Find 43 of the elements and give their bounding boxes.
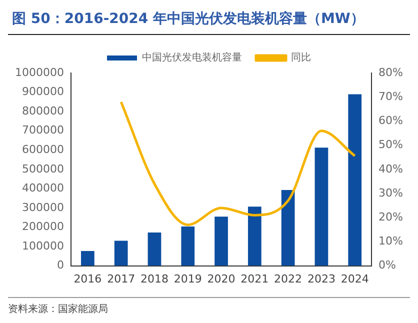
y-tick-label: 300000 xyxy=(22,200,64,214)
x-tick-label: 2017 xyxy=(107,272,136,286)
x-tick-label: 2020 xyxy=(207,272,236,286)
y2-tick-label: 60% xyxy=(378,114,404,128)
y-tick-label: 700000 xyxy=(22,124,64,137)
x-tick-label: 2019 xyxy=(174,272,202,286)
chart-title: 图 50：2016-2024 年中国光伏发电装机容量（MW） xyxy=(8,8,410,35)
y-tick-label: 900000 xyxy=(22,85,64,98)
bar xyxy=(214,216,228,266)
x-tick-label: 2023 xyxy=(307,272,336,286)
bar xyxy=(248,206,262,266)
legend-label: 中国光伏发电装机容量 xyxy=(142,52,242,64)
y-tick-label: 200000 xyxy=(22,220,64,234)
y2-tick-label: 30% xyxy=(378,186,404,200)
y-tick-label: 800000 xyxy=(22,104,64,118)
line-series xyxy=(120,100,356,226)
bar xyxy=(314,148,328,266)
y2-tick-label: 80% xyxy=(378,66,404,79)
y-tick-label: 1000000 xyxy=(14,66,64,79)
bar xyxy=(348,94,362,266)
y-tick-label: 400000 xyxy=(22,182,64,195)
y2-tick-label: 50% xyxy=(378,138,404,152)
y-tick-label: 500000 xyxy=(22,162,64,176)
bar xyxy=(281,190,295,266)
y2-tick-label: 10% xyxy=(378,234,404,248)
x-tick-label: 2018 xyxy=(140,272,168,286)
y2-tick-label: 20% xyxy=(378,210,404,224)
y-tick-label: 600000 xyxy=(22,142,64,156)
y2-tick-label: 70% xyxy=(378,90,404,103)
x-tick-label: 2021 xyxy=(240,272,269,286)
text: 资料来源：国家能源局 xyxy=(8,302,109,316)
y-tick-label: 100000 xyxy=(22,239,64,252)
legend-label: 同比 xyxy=(291,52,311,64)
x-tick-label: 2016 xyxy=(74,272,102,286)
bar xyxy=(181,226,195,266)
bar xyxy=(114,240,128,266)
x-tick-label: 2024 xyxy=(340,272,369,286)
y2-tick-label: 40% xyxy=(378,162,404,176)
y2-tick-label: 0% xyxy=(378,258,396,272)
y-tick-label: 0 xyxy=(56,258,64,272)
bar xyxy=(81,250,94,266)
bar xyxy=(148,232,162,266)
x-tick-label: 2022 xyxy=(274,272,302,286)
